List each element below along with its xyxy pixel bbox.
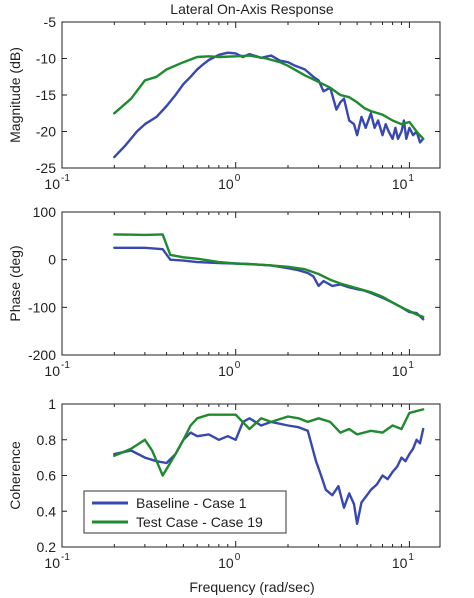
phase-series-baseline-line — [113, 246, 425, 321]
coherence-x-tick-exponent: 0 — [235, 552, 241, 563]
phase-x-tick-label: 10 — [44, 363, 60, 379]
magnitude-x-tick-exponent: -1 — [61, 173, 70, 184]
magnitude-y-tick-label: -5 — [44, 14, 57, 30]
x-axis-title: Frequency (rad/sec) — [189, 579, 314, 595]
magnitude-x-tick-exponent: 0 — [235, 173, 241, 184]
coherence-x-tick-label: 10 — [218, 555, 234, 571]
magnitude-x-tick-label: 10 — [218, 176, 234, 192]
coherence-y-tick-label: 1 — [48, 396, 56, 412]
figure-title: Lateral On-Axis Response — [170, 1, 334, 17]
coherence-y-tick-label: 0.4 — [37, 503, 57, 519]
coherence-y-axis-title: Coherence — [7, 441, 23, 510]
phase-x-tick-label: 10 — [392, 363, 408, 379]
coherence-y-tick-label: 0.2 — [37, 539, 57, 555]
phase-y-tick-label: -200 — [28, 347, 56, 363]
phase-x-tick-label: 10 — [218, 363, 234, 379]
magnitude-y-tick-label: -10 — [36, 51, 56, 67]
phase-y-tick-label: 100 — [33, 204, 57, 220]
magnitude-x-tick-label: 10 — [44, 176, 60, 192]
phase-x-tick-exponent: -1 — [61, 360, 70, 371]
legend-box — [83, 490, 287, 534]
coherence-x-tick-exponent: 1 — [408, 552, 414, 563]
phase-y-axis-title: Phase (deg) — [7, 245, 23, 321]
phase-x-tick-exponent: 1 — [408, 360, 414, 371]
magnitude-y-axis-title: Magnitude (dB) — [7, 47, 23, 143]
magnitude-x-tick-label: 10 — [392, 176, 408, 192]
coherence-x-tick-exponent: -1 — [61, 552, 70, 563]
legend: Baseline - Case 1 Test Case - Case 19 — [83, 490, 287, 534]
coherence-series-test-case-line — [113, 408, 425, 477]
coherence-y-tick-label: 0.8 — [37, 432, 57, 448]
magnitude-y-tick-label: -15 — [36, 87, 56, 103]
phase-x-tick-exponent: 0 — [235, 360, 241, 371]
phase-y-tick-label: -100 — [28, 299, 56, 315]
coherence-y-tick-label: 0.6 — [37, 468, 57, 484]
coherence-x-tick-label: 10 — [44, 555, 60, 571]
magnitude-axes-frame — [61, 21, 441, 169]
legend-label-test-case: Test Case - Case 19 — [136, 514, 263, 530]
magnitude-y-tick-label: -20 — [36, 124, 56, 140]
phase-y-tick-label: 0 — [48, 252, 56, 268]
magnitude-x-tick-exponent: 1 — [408, 173, 414, 184]
magnitude-y-tick-label: -25 — [36, 160, 56, 176]
phase-series-test-case-line — [113, 233, 425, 319]
phase-axes-frame — [61, 211, 441, 356]
magnitude-series-baseline-line — [113, 51, 425, 159]
coherence-x-tick-label: 10 — [392, 555, 408, 571]
coherence-series-baseline-line — [113, 417, 425, 525]
legend-label-baseline: Baseline - Case 1 — [136, 495, 247, 511]
magnitude-series-test-case-line — [113, 54, 425, 141]
